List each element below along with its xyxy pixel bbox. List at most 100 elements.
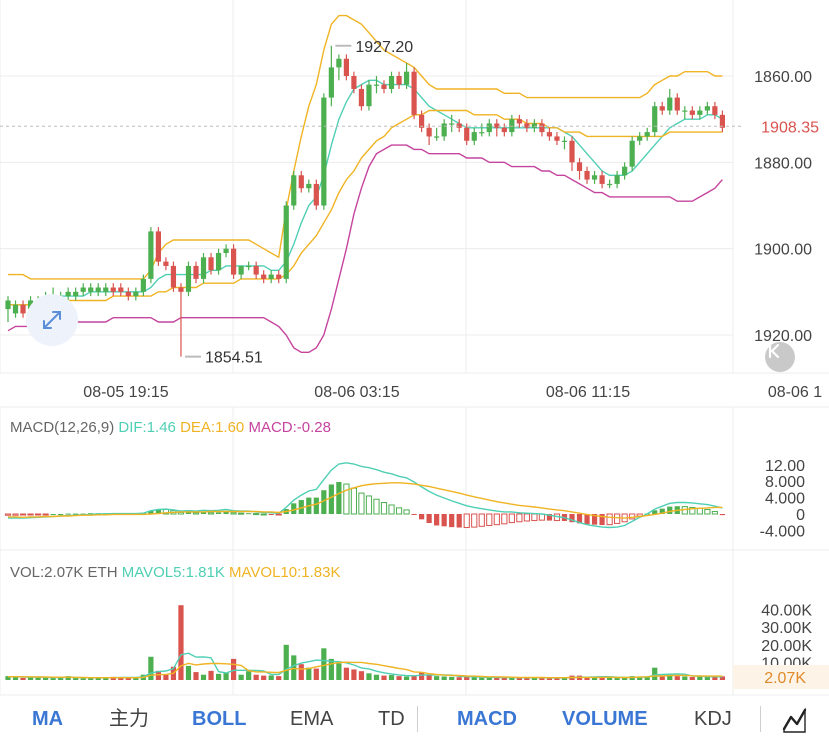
volume-bar xyxy=(58,677,64,680)
volume-bar xyxy=(27,677,34,680)
volume-bar xyxy=(133,677,139,680)
volume-bar xyxy=(704,676,710,680)
candle-body xyxy=(697,110,703,115)
candle-body xyxy=(343,58,349,76)
volume-bar xyxy=(396,676,402,680)
volume-bar xyxy=(155,670,161,680)
macd-histogram-bar xyxy=(508,513,515,524)
volume-bar xyxy=(644,676,650,680)
volume-bar xyxy=(561,678,568,680)
macd-histogram-bar xyxy=(591,514,598,525)
macd-histogram-bar xyxy=(253,513,260,516)
volume-bar xyxy=(358,671,365,680)
candle-body xyxy=(576,162,583,171)
volume-legend-item: MAVOL10:1.83K xyxy=(225,564,341,581)
candle-body xyxy=(629,140,635,167)
candle-body xyxy=(336,58,342,68)
macd-axis-label: 0 xyxy=(796,507,805,524)
candle-body xyxy=(524,123,530,128)
macd-histogram-bar xyxy=(667,506,673,514)
tab-ema[interactable]: EMA xyxy=(290,708,334,730)
macd-histogram-bar xyxy=(238,512,245,515)
macd-legend-item: MACD(12,26,9) xyxy=(10,419,114,436)
macd-histogram-bar xyxy=(148,510,154,514)
macd-histogram-bar xyxy=(599,514,605,526)
macd-histogram-bar xyxy=(704,508,711,515)
candle-body xyxy=(215,252,222,271)
price-axis-label: 1920.00 xyxy=(754,328,812,345)
macd-histogram-bar xyxy=(260,513,267,516)
tab-volume[interactable]: VOLUME xyxy=(562,708,648,730)
volume-bar xyxy=(65,676,71,680)
macd-histogram-bar xyxy=(719,514,725,516)
candle-body xyxy=(479,132,485,134)
expand-diagonal-icon xyxy=(43,311,61,329)
macd-histogram-bar xyxy=(185,512,192,514)
volume-bar xyxy=(178,605,184,680)
macd-dea-line xyxy=(8,482,723,519)
macd-histogram-bar xyxy=(380,502,388,515)
volume-legend-item: MAVOL5:1.81K xyxy=(118,564,225,581)
candle-body xyxy=(88,287,94,292)
expand-button[interactable] xyxy=(26,294,78,346)
macd-histogram-bar xyxy=(478,513,485,527)
macd-histogram-bar xyxy=(4,513,12,516)
candle-body xyxy=(103,287,109,292)
candle-body xyxy=(358,88,365,107)
candle-body xyxy=(561,140,568,142)
volume-bar xyxy=(103,677,109,680)
macd-histogram-bar xyxy=(434,514,440,526)
candle-body xyxy=(95,287,101,292)
candle-body xyxy=(268,274,274,279)
candle-body xyxy=(622,166,628,176)
candle-body xyxy=(313,183,319,206)
volume-bar xyxy=(539,677,545,680)
volume-legend-item: VOL:2.07K ETH xyxy=(10,564,118,581)
volume-bar xyxy=(283,644,289,680)
candle-body xyxy=(238,265,244,275)
candle-body xyxy=(261,274,267,279)
candle-body xyxy=(637,136,643,141)
volume-bar xyxy=(261,675,267,680)
candle-body xyxy=(306,183,312,189)
chart-type-button[interactable] xyxy=(780,705,810,735)
volume-bar xyxy=(366,673,372,680)
candle-body xyxy=(276,274,282,279)
macd-histogram-bar xyxy=(192,512,200,515)
candle-body xyxy=(283,205,289,279)
macd-histogram-bar xyxy=(42,513,49,516)
volume-bar xyxy=(231,658,237,680)
volume-current-label: 2.07K xyxy=(764,670,806,687)
price-axis-label: 1880.00 xyxy=(754,155,812,172)
candle-body xyxy=(704,106,710,111)
tab-main-force[interactable]: 主力 xyxy=(109,708,149,730)
macd-axis-label: 4.000 xyxy=(765,491,805,508)
volume-bar xyxy=(607,677,613,680)
volume-bar xyxy=(411,675,417,680)
candle-body xyxy=(599,175,605,184)
tab-td[interactable]: TD xyxy=(378,708,405,730)
macd-histogram-bar xyxy=(215,512,222,514)
volume-bar xyxy=(441,676,447,680)
tab-kdj[interactable]: KDJ xyxy=(694,708,732,730)
volume-bar xyxy=(238,674,244,680)
candle-body xyxy=(441,123,447,137)
candle-body xyxy=(125,291,131,297)
volume-bar xyxy=(546,678,553,680)
candle-body xyxy=(539,123,545,133)
tab-boll[interactable]: BOLL xyxy=(192,708,247,730)
volume-bar xyxy=(719,676,725,680)
tab-ma[interactable]: MA xyxy=(32,708,64,730)
kline-chart-svg[interactable]: 1920.00 1900.00 1880.00 1860.00 08-05 19:15 0… xyxy=(0,0,829,697)
volume-bar xyxy=(403,676,410,680)
volume-bar xyxy=(163,674,169,680)
candle-body xyxy=(411,71,417,115)
volume-bar xyxy=(110,676,116,680)
volume-bar xyxy=(652,667,658,680)
collapse-button[interactable] xyxy=(765,342,795,372)
tab-macd[interactable]: MACD xyxy=(457,708,517,730)
macd-histogram-bar xyxy=(223,511,229,514)
candle-body xyxy=(200,257,207,279)
volume-bar xyxy=(524,678,530,680)
macd-histogram-bar xyxy=(80,513,86,515)
